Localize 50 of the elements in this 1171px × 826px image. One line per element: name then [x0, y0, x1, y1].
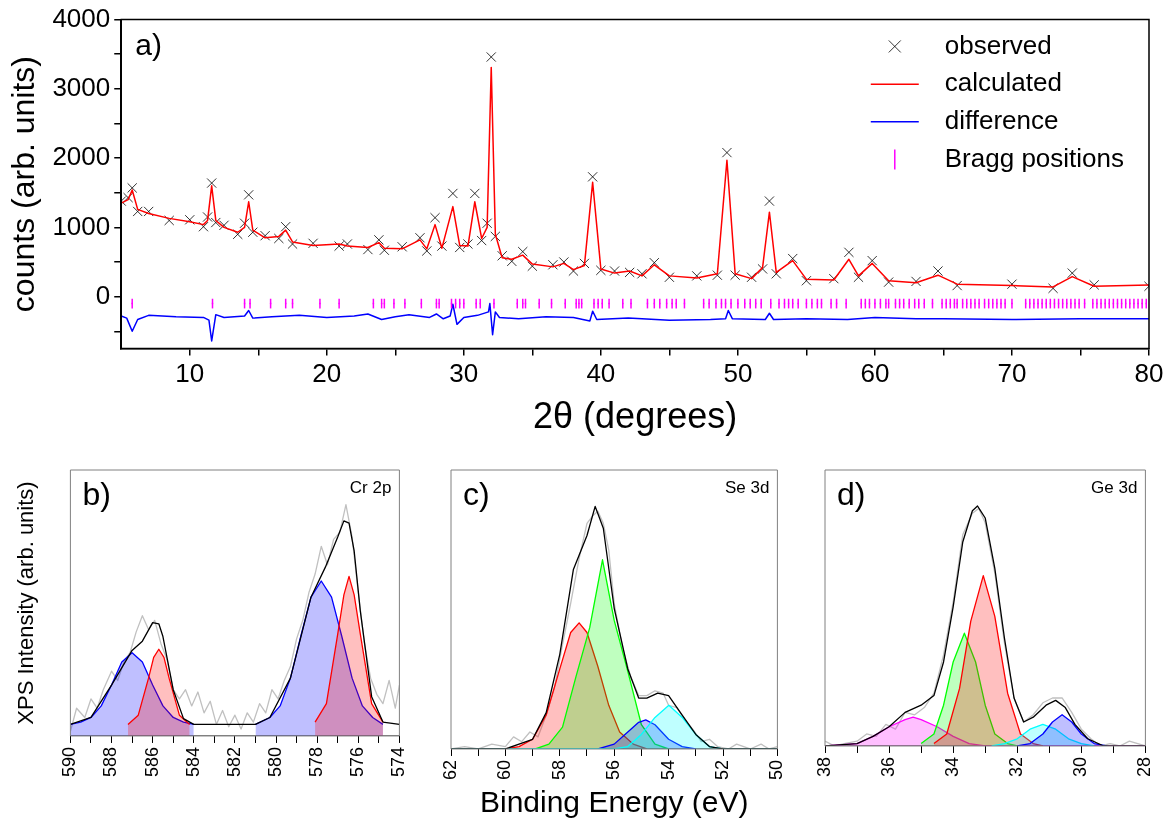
y-tick-label: 2000 — [52, 141, 111, 172]
x-tick-label: 582 — [223, 746, 244, 778]
x-tick-label: 58 — [548, 759, 569, 781]
x-axis-title: 2θ (degrees) — [533, 395, 738, 437]
annotation: a) — [135, 27, 162, 61]
x-tick-label: 20 — [312, 358, 342, 389]
annotation: c) — [463, 475, 490, 512]
x-tick-label: 60 — [860, 358, 890, 389]
x-tick-label: 32 — [1006, 756, 1027, 778]
x-tick-label: 580 — [264, 746, 285, 778]
x-tick-label: 70 — [997, 358, 1027, 389]
text: Ge 3d — [1091, 478, 1138, 498]
x-tick-label: 40 — [586, 358, 616, 389]
x-tick-label: 590 — [59, 746, 80, 778]
x-tick-label: 60 — [494, 759, 515, 781]
x-tick-label: 54 — [657, 759, 678, 781]
x-tick-label: 588 — [100, 746, 121, 778]
annotation: b) — [82, 475, 111, 512]
legend-label: Bragg positions — [944, 142, 1125, 173]
x-tick-label: 574 — [388, 746, 409, 778]
x-tick-label: 30 — [1070, 756, 1091, 778]
y-tick-label: 3000 — [52, 72, 111, 103]
legend-label: calculated — [944, 67, 1062, 98]
x-tick-label: 30 — [449, 358, 479, 389]
x-tick-label: 80 — [1134, 358, 1164, 389]
x-tick-label: 50 — [766, 759, 787, 781]
y-axis-title: XPS Intensity (arb. units) — [13, 481, 39, 725]
x-tick-label: 28 — [1134, 756, 1155, 778]
x-tick-label: 56 — [603, 759, 624, 781]
x-tick-label: 34 — [942, 756, 963, 778]
text: Se 3d — [724, 478, 770, 498]
x-axis-title: Binding Energy (eV) — [479, 785, 749, 819]
annotation: d) — [837, 475, 866, 512]
y-axis-title: counts (arb. units) — [5, 56, 42, 313]
x-tick-label: 584 — [182, 746, 203, 778]
x-tick-label: 10 — [175, 358, 205, 389]
y-tick-label: 1000 — [52, 210, 111, 241]
y-tick-label: 4000 — [52, 2, 111, 33]
x-tick-label: 38 — [813, 756, 834, 778]
x-tick-label: 586 — [141, 746, 162, 778]
text: Cr 2p — [349, 478, 392, 498]
y-tick-label: 0 — [95, 279, 111, 310]
x-tick-label: 50 — [723, 358, 753, 389]
legend-label: observed — [944, 29, 1052, 60]
x-tick-label: 576 — [347, 746, 368, 778]
x-tick-label: 52 — [711, 759, 732, 781]
legend-label: difference — [944, 105, 1059, 136]
x-tick-label: 578 — [306, 746, 327, 778]
x-tick-label: 36 — [878, 756, 899, 778]
x-tick-label: 62 — [439, 759, 460, 781]
